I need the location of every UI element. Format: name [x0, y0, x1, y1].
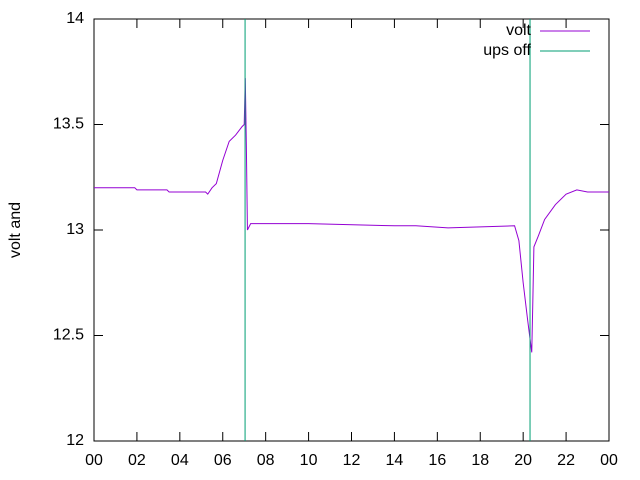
- x-tick-label: 14: [386, 452, 404, 469]
- x-tick-label: 16: [428, 452, 446, 469]
- y-tick-label: 12.5: [53, 327, 84, 344]
- series-line: [244, 19, 531, 441]
- x-tick-label: 08: [257, 452, 275, 469]
- plot-border: [93, 18, 610, 442]
- x-tick-label: 12: [343, 452, 361, 469]
- x-tick-label: 18: [471, 452, 489, 469]
- x-tick-label: 20: [514, 452, 532, 469]
- y-axis-label: volt and: [7, 202, 24, 258]
- x-tick-label: 22: [557, 452, 575, 469]
- x-tick-label: 04: [171, 452, 189, 469]
- x-tick-label: 02: [128, 452, 146, 469]
- x-tick-label: 10: [300, 452, 318, 469]
- y-tick-label: 14: [66, 10, 84, 27]
- legend-label: ups off: [483, 42, 531, 59]
- legend-label: volt: [506, 22, 531, 39]
- y-tick-label: 13.5: [53, 116, 84, 133]
- y-tick-label: 12: [66, 432, 84, 449]
- y-tick-label: 13: [66, 221, 84, 238]
- series-line: [94, 78, 609, 353]
- x-tick-label: 06: [214, 452, 232, 469]
- x-tick-label: 00: [600, 452, 618, 469]
- x-tick-label: 00: [85, 452, 103, 469]
